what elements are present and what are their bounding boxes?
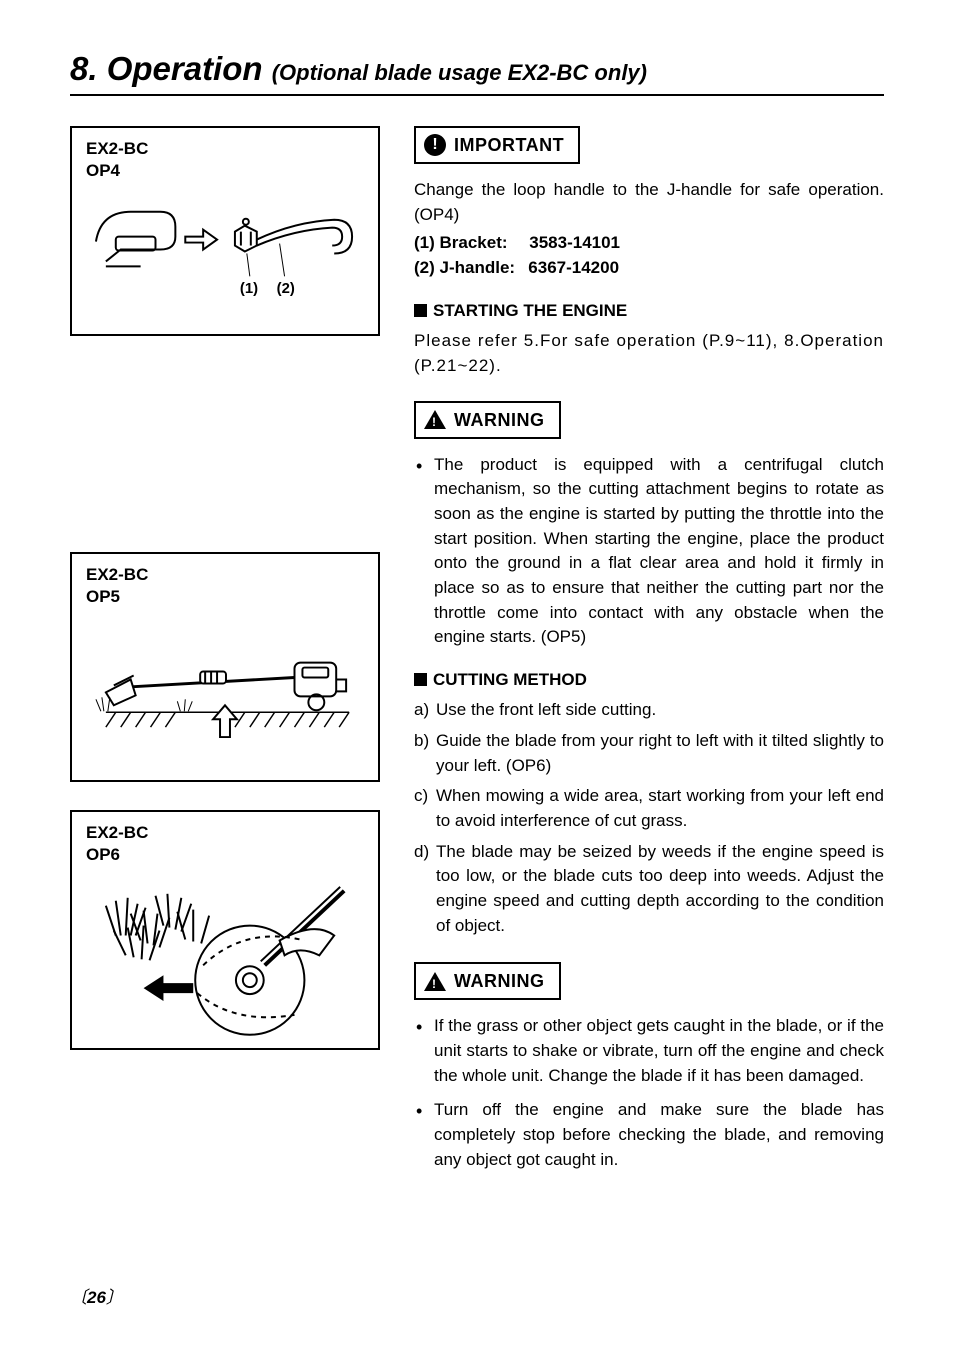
figure-op5: EX2-BC OP5 — [70, 552, 380, 782]
page-bracket-close: 〕 — [106, 1288, 123, 1307]
warning-icon — [424, 972, 446, 991]
content-area: EX2-BC OP4 — [70, 126, 884, 1182]
text-column: ! IMPORTANT Change the loop handle to th… — [414, 126, 884, 1182]
title-main: 8. Operation — [70, 50, 272, 87]
figure-op5-svg — [86, 608, 364, 757]
warning2-item2: Turn off the engine and make sure the bl… — [414, 1098, 884, 1172]
important-icon: ! — [424, 134, 446, 156]
figures-column: EX2-BC OP4 — [70, 126, 380, 1182]
page-title: 8. Operation (Optional blade usage EX2-B… — [70, 50, 884, 96]
spacer — [70, 364, 380, 524]
cutting-head-text: CUTTING METHOD — [433, 670, 587, 689]
cutting-list: a)Use the front left side cutting. b)Gui… — [414, 698, 884, 938]
page-number-value: 26 — [87, 1288, 106, 1307]
square-bullet-icon — [414, 673, 427, 686]
warning2-label: WARNING — [454, 968, 545, 994]
cutting-b: b)Guide the blade from your right to lef… — [414, 729, 884, 778]
op4-callout-2: (2) — [277, 281, 295, 297]
cutting-c: c)When mowing a wide area, start working… — [414, 784, 884, 833]
page-number: 〔26〕 — [70, 1283, 123, 1308]
important-label: IMPORTANT — [454, 132, 564, 158]
figure-op4-code: OP4 — [86, 160, 364, 182]
op4-callout-1: (1) — [240, 281, 258, 297]
warning2-item1: If the grass or other object gets caught… — [414, 1014, 884, 1088]
important-line2: (2) J-handle: 6367-14200 — [414, 256, 884, 281]
figure-op4-svg: (1) (2) — [86, 182, 364, 331]
cutting-d: d)The blade may be seized by weeds if th… — [414, 840, 884, 939]
title-sub: (Optional blade usage EX2-BC only) — [272, 60, 647, 85]
warning2-box: WARNING — [414, 962, 561, 1000]
figure-op5-code: OP5 — [86, 586, 364, 608]
warning2-list: If the grass or other object gets caught… — [414, 1014, 884, 1172]
important-line1: (1) Bracket: 3583-14101 — [414, 231, 884, 256]
square-bullet-icon — [414, 304, 427, 317]
figure-op4-model: EX2-BC — [86, 138, 364, 160]
figure-op6-svg — [86, 866, 364, 1055]
figure-op6: EX2-BC OP6 — [70, 810, 380, 1050]
figure-op4: EX2-BC OP4 — [70, 126, 380, 336]
cutting-head: CUTTING METHOD — [414, 668, 884, 693]
warning1-list: The product is equipped with a centrifug… — [414, 453, 884, 650]
warning-icon — [424, 410, 446, 429]
important-box: ! IMPORTANT — [414, 126, 580, 164]
figure-op6-model: EX2-BC — [86, 822, 364, 844]
starting-head: STARTING THE ENGINE — [414, 299, 884, 324]
cutting-a: a)Use the front left side cutting. — [414, 698, 884, 723]
warning1-box: WARNING — [414, 401, 561, 439]
page-bracket-open: 〔 — [70, 1288, 87, 1307]
warning1-label: WARNING — [454, 407, 545, 433]
warning1-item: The product is equipped with a centrifug… — [414, 453, 884, 650]
figure-op6-code: OP6 — [86, 844, 364, 866]
starting-head-text: STARTING THE ENGINE — [433, 301, 627, 320]
figure-op5-model: EX2-BC — [86, 564, 364, 586]
important-text: Change the loop handle to the J-handle f… — [414, 178, 884, 227]
starting-text: Please refer 5.For safe operation (P.9~1… — [414, 329, 884, 378]
